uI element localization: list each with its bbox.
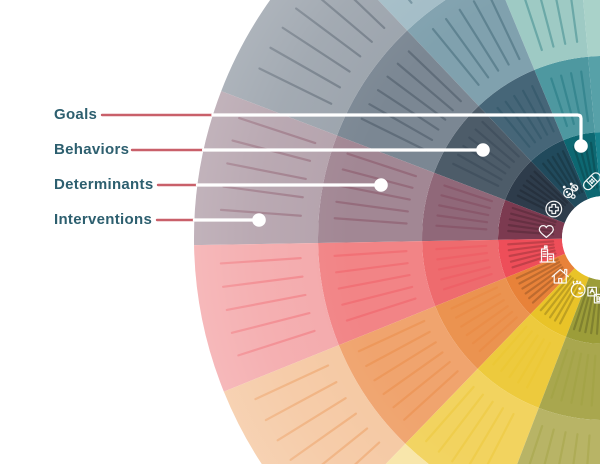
label-behaviors: Behaviors [54,141,130,159]
connector-dot-interventions [252,213,266,227]
connector-dot-behaviors [476,143,490,157]
germs-icon [562,182,579,199]
label-goals: Goals [54,106,98,124]
label-determinants: Determinants [54,176,154,194]
center-hub [562,196,600,280]
bandage-icon [582,172,600,191]
connector-dot-goals [574,139,588,153]
city-buildings-icon [539,245,556,263]
heart-icon [538,225,554,239]
medical-cross-icon [545,200,563,218]
connector-line-goals [211,113,583,148]
connector-dot-determinants [374,178,388,192]
face-icon [570,280,586,298]
rim-highlight [194,0,600,464]
house-icon [551,268,569,284]
label-interventions: Interventions [54,211,153,229]
